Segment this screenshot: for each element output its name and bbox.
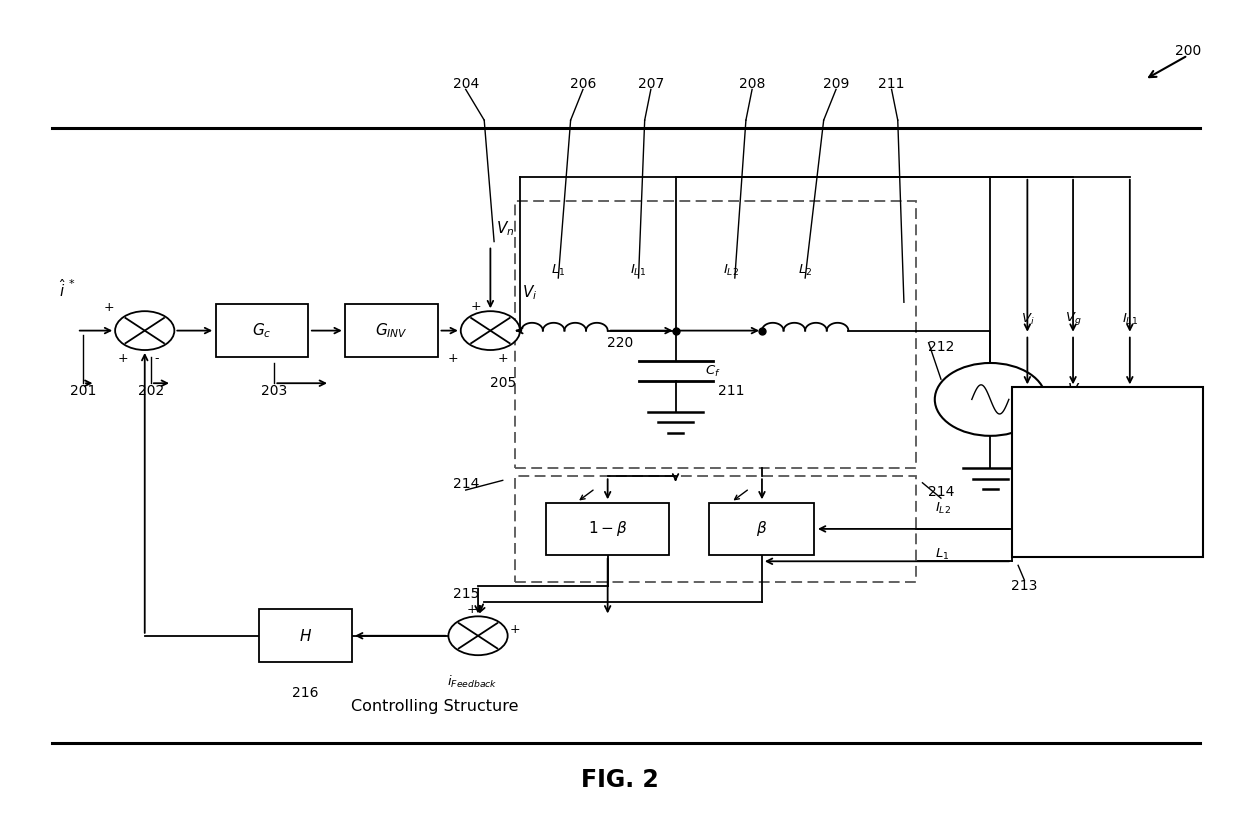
Text: +: +	[470, 300, 481, 313]
Bar	[1012, 387, 1203, 557]
Text: $G_{INV}$: $G_{INV}$	[376, 321, 408, 340]
Text: 206: 206	[569, 77, 596, 90]
Text: FIG. 2: FIG. 2	[582, 768, 658, 792]
Text: +: +	[466, 602, 477, 615]
Text: $C_f$: $C_f$	[704, 363, 720, 379]
Text: $V_n$: $V_n$	[496, 218, 515, 237]
Text: 204: 204	[453, 77, 479, 90]
Text: 215: 215	[453, 587, 479, 601]
Text: +: +	[104, 302, 114, 315]
Text: $L_1$: $L_1$	[551, 263, 565, 278]
Text: $I_{L1}$: $I_{L1}$	[1122, 311, 1138, 327]
Text: $V_g$: $V_g$	[1065, 310, 1081, 327]
Text: 214: 214	[928, 486, 954, 500]
Text: $\beta$: $\beta$	[756, 519, 768, 539]
Text: $V_g$: $V_g$	[1068, 381, 1086, 402]
Text: $I_{L2}$: $I_{L2}$	[723, 263, 739, 278]
Text: -: -	[155, 351, 159, 364]
Text: 201: 201	[69, 385, 97, 399]
Text: +: +	[448, 351, 459, 364]
Text: 216: 216	[291, 686, 319, 700]
Text: $i_{Feedback}$: $i_{Feedback}$	[446, 674, 497, 690]
Circle shape	[461, 311, 520, 350]
Text: Online: Online	[1087, 421, 1128, 434]
Text: 207: 207	[637, 77, 663, 90]
Text: $I_{L2}$ and $L_1$: $I_{L2}$ and $L_1$	[1080, 511, 1136, 527]
Text: 208: 208	[739, 77, 765, 90]
Bar	[216, 304, 309, 357]
Text: 211: 211	[878, 77, 905, 90]
Text: Controlling Structure: Controlling Structure	[351, 699, 518, 715]
Text: Parameter: Parameter	[1075, 450, 1141, 463]
Text: 202: 202	[138, 385, 164, 399]
Text: Estimator: Estimator	[1078, 478, 1138, 491]
Text: $G_c$: $G_c$	[252, 321, 272, 340]
Text: 214: 214	[453, 478, 479, 491]
Text: 220: 220	[606, 336, 634, 350]
Text: $1-\beta$: $1-\beta$	[588, 519, 627, 539]
Bar	[259, 610, 351, 662]
Text: $I_{L2}$: $I_{L2}$	[935, 501, 951, 516]
Bar	[709, 503, 815, 555]
Text: $L_1$: $L_1$	[935, 547, 949, 562]
Bar	[515, 201, 916, 468]
Bar	[546, 503, 670, 555]
Text: $\hat{i}$: $\hat{i}$	[58, 278, 66, 300]
Text: 205: 205	[490, 377, 516, 390]
Text: $I_{L1}$: $I_{L1}$	[630, 263, 646, 278]
Text: +: +	[510, 623, 521, 636]
Text: 212: 212	[928, 340, 954, 354]
Text: 203: 203	[262, 385, 288, 399]
Circle shape	[935, 363, 1045, 436]
Text: *: *	[69, 279, 74, 289]
Circle shape	[449, 616, 507, 655]
Bar	[345, 304, 438, 357]
Text: $H$: $H$	[299, 628, 311, 644]
Text: 200: 200	[1174, 44, 1202, 59]
Text: 213: 213	[1011, 579, 1038, 593]
Text: +: +	[497, 351, 508, 364]
Circle shape	[115, 311, 175, 350]
Text: 209: 209	[823, 77, 849, 90]
Text: 211: 211	[718, 385, 744, 399]
Text: $L_2$: $L_2$	[799, 263, 812, 278]
Text: $V_i$: $V_i$	[522, 284, 538, 302]
Text: $V_i$: $V_i$	[1021, 311, 1034, 327]
Bar	[515, 476, 916, 582]
Text: +: +	[118, 351, 128, 364]
